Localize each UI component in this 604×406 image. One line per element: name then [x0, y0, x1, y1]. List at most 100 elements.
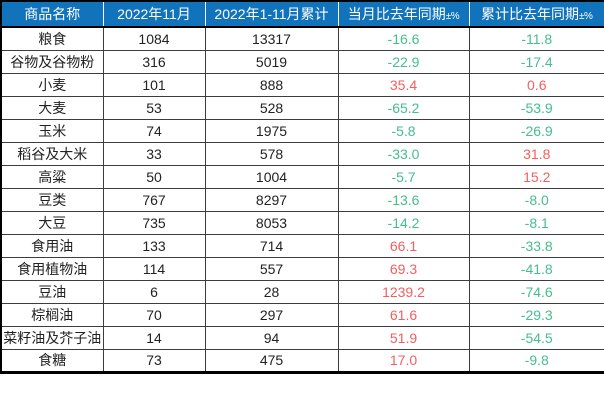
table-row: 食糖 73 475 17.0 -9.8	[0, 348, 604, 373]
month-value-cell: 6	[102, 279, 206, 304]
table-row: 食用油 133 714 66.1 -33.8	[0, 233, 604, 258]
month-value-cell: 73	[102, 348, 206, 373]
month-value-cell: 50	[102, 164, 206, 189]
table-row: 稻谷及大米 33 578 -33.0 31.8	[0, 141, 604, 166]
month-yoy-cell: 61.6	[337, 302, 470, 327]
month-yoy-cell: 1239.2	[337, 279, 470, 304]
month-value-cell: 74	[102, 118, 206, 143]
product-name-cell: 豆类	[0, 187, 104, 212]
cumulative-yoy-cell: -8.0	[468, 187, 604, 212]
column-header-label: 2022年1-11月累计	[214, 6, 329, 22]
product-name-cell: 食糖	[0, 348, 104, 373]
month-yoy-cell: -13.6	[337, 187, 470, 212]
column-header-suffix: ±%	[445, 11, 460, 22]
column-header-label: 2022年11月	[117, 6, 191, 22]
cumulative-value-cell: 1975	[204, 118, 339, 143]
table-row: 玉米 74 1975 -5.8 -26.9	[0, 118, 604, 143]
product-name-cell: 大麦	[0, 95, 104, 120]
table-row: 菜籽油及芥子油 14 94 51.9 -54.5	[0, 325, 604, 350]
month-value-cell: 14	[102, 325, 206, 350]
month-value-cell: 1084	[102, 26, 206, 51]
cumulative-value-cell: 13317	[204, 26, 339, 51]
cumulative-yoy-cell: -41.8	[468, 256, 604, 281]
month-yoy-cell: -65.2	[337, 95, 470, 120]
month-yoy-cell: 35.4	[337, 72, 470, 97]
month-value-cell: 767	[102, 187, 206, 212]
month-value-cell: 133	[102, 233, 206, 258]
month-yoy-cell: -14.2	[337, 210, 470, 235]
cumulative-value-cell: 8297	[204, 187, 339, 212]
month-value-cell: 70	[102, 302, 206, 327]
table-row: 谷物及谷物粉 316 5019 -22.9 -17.4	[0, 49, 604, 74]
product-name-cell: 食用油	[0, 233, 104, 258]
month-value-cell: 101	[102, 72, 206, 97]
cumulative-yoy-cell: -17.4	[468, 49, 604, 74]
month-value-cell: 114	[102, 256, 206, 281]
table-row: 大麦 53 528 -65.2 -53.9	[0, 95, 604, 120]
product-name-cell: 小麦	[0, 72, 104, 97]
cumulative-value-cell: 5019	[204, 49, 339, 74]
cumulative-value-cell: 94	[204, 325, 339, 350]
cumulative-yoy-cell: -9.8	[468, 348, 604, 373]
cumulative-yoy-cell: -74.6	[468, 279, 604, 304]
cumulative-yoy-cell: -54.5	[468, 325, 604, 350]
product-name-cell: 高粱	[0, 164, 104, 189]
month-yoy-cell: 69.3	[337, 256, 470, 281]
product-name-cell: 稻谷及大米	[0, 141, 104, 166]
table-row: 高粱 50 1004 -5.7 15.2	[0, 164, 604, 189]
column-header-label: 当月比去年同期	[347, 6, 446, 22]
column-header-cumulative-yoy: 累计比去年同期±%	[469, 1, 604, 28]
month-yoy-cell: -22.9	[337, 49, 470, 74]
column-header-month-yoy: 当月比去年同期±%	[338, 1, 470, 28]
table-row: 食用植物油 114 557 69.3 -41.8	[0, 256, 604, 281]
table-row: 豆油 6 28 1239.2 -74.6	[0, 279, 604, 304]
month-value-cell: 316	[102, 49, 206, 74]
table-row: 棕榈油 70 297 61.6 -29.3	[0, 302, 604, 327]
month-value-cell: 53	[102, 95, 206, 120]
cumulative-value-cell: 714	[204, 233, 339, 258]
month-yoy-cell: -5.7	[337, 164, 470, 189]
product-name-cell: 食用植物油	[0, 256, 104, 281]
header-row: 商品名称 2022年11月 2022年1-11月累计 当月比去年同期±% 累计比…	[1, 1, 604, 28]
cumulative-value-cell: 557	[204, 256, 339, 281]
cumulative-yoy-cell: -33.8	[468, 233, 604, 258]
product-name-cell: 玉米	[0, 118, 104, 143]
cumulative-value-cell: 297	[204, 302, 339, 327]
month-value-cell: 735	[102, 210, 206, 235]
cumulative-yoy-cell: -53.9	[468, 95, 604, 120]
month-yoy-cell: 17.0	[337, 348, 470, 373]
table-row: 粮食 1084 13317 -16.6 -11.8	[0, 26, 604, 51]
month-yoy-cell: -33.0	[337, 141, 470, 166]
product-name-cell: 菜籽油及芥子油	[0, 325, 104, 350]
column-header-cumulative-value: 2022年1-11月累计	[205, 1, 339, 28]
cumulative-value-cell: 888	[204, 72, 339, 97]
cumulative-yoy-cell: 15.2	[468, 164, 604, 189]
column-header-label: 商品名称	[24, 6, 81, 22]
table-body: 粮食 1084 13317 -16.6 -11.8 谷物及谷物粉 316 5019 -22.9-…	[0, 26, 604, 373]
cumulative-value-cell: 475	[204, 348, 339, 373]
cumulative-yoy-cell: -26.9	[468, 118, 604, 143]
cumulative-yoy-cell: -8.1	[468, 210, 604, 235]
product-name-cell: 谷物及谷物粉	[0, 49, 104, 74]
cumulative-value-cell: 578	[204, 141, 339, 166]
column-header-product-name: 商品名称	[1, 1, 104, 28]
cumulative-yoy-cell: -29.3	[468, 302, 604, 327]
month-value-cell: 33	[102, 141, 206, 166]
cumulative-value-cell: 528	[204, 95, 339, 120]
column-header-label: 累计比去年同期	[481, 6, 580, 22]
table-row: 大豆 735 8053 -14.2 -8.1	[0, 210, 604, 235]
column-header-month-value: 2022年11月	[103, 1, 206, 28]
cumulative-value-cell: 28	[204, 279, 339, 304]
product-name-cell: 粮食	[0, 26, 104, 51]
month-yoy-cell: -16.6	[337, 26, 470, 51]
cumulative-yoy-cell: -11.8	[468, 26, 604, 51]
commodity-import-table: 商品名称 2022年11月 2022年1-11月累计 当月比去年同期±% 累计比…	[0, 0, 604, 374]
cumulative-yoy-cell: 0.6	[468, 72, 604, 97]
cumulative-value-cell: 8053	[204, 210, 339, 235]
month-yoy-cell: 66.1	[337, 233, 470, 258]
cumulative-value-cell: 1004	[204, 164, 339, 189]
month-yoy-cell: -5.8	[337, 118, 470, 143]
cumulative-yoy-cell: 31.8	[468, 141, 604, 166]
product-name-cell: 大豆	[0, 210, 104, 235]
table-row: 小麦 101 888 35.4 0.6	[0, 72, 604, 97]
